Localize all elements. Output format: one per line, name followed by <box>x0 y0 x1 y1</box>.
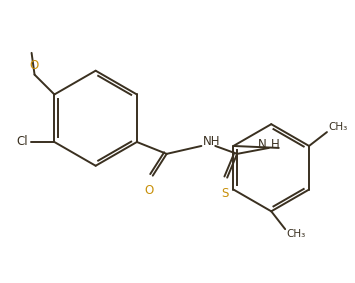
Text: H: H <box>271 138 280 151</box>
Text: Cl: Cl <box>17 136 28 149</box>
Text: S: S <box>222 186 229 200</box>
Text: NH: NH <box>203 136 221 149</box>
Text: O: O <box>29 59 38 72</box>
Text: N: N <box>258 138 267 151</box>
Text: CH₃: CH₃ <box>286 229 305 239</box>
Text: O: O <box>144 184 153 197</box>
Text: CH₃: CH₃ <box>328 122 347 132</box>
